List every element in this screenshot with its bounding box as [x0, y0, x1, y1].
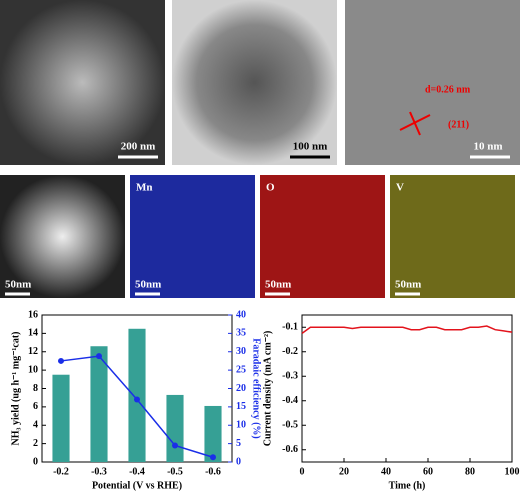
v-map	[390, 175, 515, 298]
line-marker	[210, 454, 216, 461]
line-marker	[134, 396, 140, 403]
scale-label: 10 nm	[473, 141, 502, 153]
x-tick-label: 20	[339, 466, 349, 477]
element-label: V	[396, 182, 404, 194]
bar	[166, 394, 184, 462]
bar	[52, 374, 70, 462]
scale-label: 100 nm	[293, 141, 328, 153]
scale-label: 50nm	[265, 279, 291, 291]
y-tick-label: -0.5	[282, 420, 298, 431]
line	[301, 325, 513, 334]
plot-frame	[301, 314, 513, 463]
y2-tick-label: 35	[236, 328, 246, 339]
y-axis-label: Current density (mA cm⁻²)	[262, 331, 273, 447]
y-tick-label: 6	[33, 401, 38, 412]
y2-tick-label: 40	[236, 309, 246, 320]
y2-tick-label: 10	[236, 420, 246, 431]
line-marker	[172, 442, 178, 449]
lattice-spacing: d=0.26 nm	[425, 84, 471, 95]
y2-tick-label: 25	[236, 364, 246, 375]
bar	[204, 405, 222, 462]
y2-tick-label: 30	[236, 346, 246, 357]
scale-label: 50nm	[135, 279, 161, 291]
lattice-plane: (211)	[448, 119, 469, 130]
y-tick-label: 10	[28, 364, 38, 375]
y-tick-label: 2	[33, 438, 38, 449]
element-label: O	[266, 182, 275, 194]
element-label: Mn	[136, 182, 153, 194]
x-tick-label: 80	[465, 466, 475, 477]
haadf-image	[0, 175, 125, 298]
scale-label: 50nm	[5, 279, 31, 291]
x-tick-label: -0.6	[205, 466, 221, 477]
x-tick-label: 0	[300, 466, 305, 477]
y-tick-label: 16	[28, 309, 38, 320]
scale-label: 50nm	[395, 279, 421, 291]
y-tick-label: 8	[33, 383, 38, 394]
mn-map	[130, 175, 255, 298]
y2-tick-label: 15	[236, 401, 246, 412]
x-tick-label: -0.5	[167, 466, 183, 477]
y-tick-label: -0.1	[282, 322, 298, 333]
y-tick-label: 12	[28, 346, 38, 357]
o-map	[260, 175, 385, 298]
bar	[128, 328, 146, 462]
x-tick-label: -0.3	[91, 466, 107, 477]
y2-tick-label: 5	[236, 438, 241, 449]
y2-tick-label: 0	[236, 456, 241, 467]
x-tick-label: -0.2	[53, 466, 69, 477]
x-tick-label: -0.4	[129, 466, 145, 477]
y-tick-label: 14	[28, 328, 38, 339]
x-axis-label: Potential (V vs RHE)	[92, 480, 182, 491]
y-tick-label: -0.4	[282, 395, 298, 406]
hrtem-image	[345, 0, 520, 165]
x-tick-label: 40	[381, 466, 391, 477]
scale-label: 200 nm	[121, 141, 156, 153]
x-axis-label: Time (h)	[389, 480, 426, 491]
tem-image	[172, 0, 337, 165]
y-tick-label: -0.6	[282, 444, 298, 455]
y-tick-label: 0	[33, 456, 38, 467]
x-tick-label: 100	[505, 466, 520, 477]
line-marker	[58, 357, 64, 364]
y-tick-label: -0.3	[282, 371, 298, 382]
y2-axis-label: Faradaic efficiency (%)	[251, 338, 262, 439]
line-marker	[96, 353, 102, 360]
y-tick-label: 4	[33, 420, 38, 431]
sem-image	[0, 0, 165, 165]
x-tick-label: 60	[423, 466, 433, 477]
lattice-marker	[409, 111, 421, 136]
y-axis-label: NH₃ yield (ug h⁻¹ mg⁻¹cat)	[10, 332, 21, 446]
bar	[90, 346, 108, 462]
y2-tick-label: 20	[236, 383, 246, 394]
y-tick-label: -0.2	[282, 346, 298, 357]
